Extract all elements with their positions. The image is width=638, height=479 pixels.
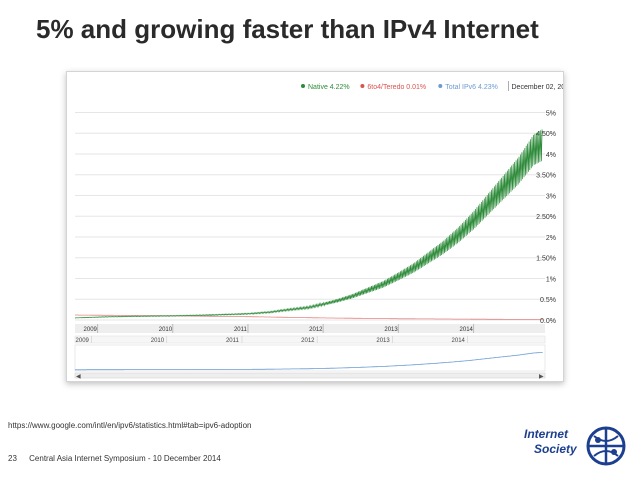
logo-word-society: Society (534, 442, 577, 456)
y-tick-label: 3% (546, 193, 556, 200)
navigator-tick-label: 2012 (301, 338, 315, 344)
series-line-native (74, 129, 543, 319)
y-tick-label: 4.50% (536, 131, 556, 138)
source-url[interactable]: https://www.google.com/intl/en/ipv6/stat… (8, 421, 252, 430)
slide-title: 5% and growing faster than IPv4 Internet (36, 14, 539, 44)
x-tick-label: 2014 (460, 327, 474, 333)
legend-marker (360, 84, 365, 88)
logo-word-internet: Internet (524, 427, 569, 441)
chart-background (67, 72, 563, 381)
x-tick-label: 2011 (234, 327, 248, 333)
legend-label: Native 4.22% (308, 84, 350, 91)
navigator-tick-label: 2011 (226, 338, 240, 344)
scroll-right-icon[interactable]: ▶ (539, 374, 544, 380)
x-tick-label: 2010 (159, 327, 173, 333)
legend-marker (301, 84, 305, 88)
navigator-tick-label: 2009 (76, 338, 90, 344)
x-tick-label: 2013 (384, 327, 398, 333)
navigator-tick-label: 2010 (151, 338, 165, 344)
y-tick-label: 0.0% (540, 318, 556, 325)
slide-number: 23 (8, 454, 17, 463)
y-tick-label: 1.50% (536, 256, 556, 263)
slide-footer: 23 Central Asia Internet Symposium - 10 … (8, 454, 221, 463)
y-tick-label: 5% (546, 110, 556, 117)
y-tick-label: 0.5% (540, 297, 556, 304)
navigator-scrollbar[interactable] (74, 372, 546, 379)
y-tick-label: 2% (546, 235, 556, 242)
y-tick-label: 2.50% (536, 214, 556, 221)
x-tick-label: 2012 (309, 327, 323, 333)
globe-icon (586, 426, 626, 466)
navigator-tick-label: 2013 (376, 338, 390, 344)
chart-svg: 5% 4.50% 4% 3.50% 3% 2.50% 2% 1.50% 1% 0.5% 0.0% 2… (67, 72, 563, 381)
y-tick-label: 1% (546, 276, 556, 283)
legend-marker (438, 84, 443, 88)
legend-label: Total IPv6 4.23% (445, 84, 498, 91)
legend-label: 6to4/Teredo 0.01% (367, 84, 426, 91)
scroll-left-icon[interactable]: ◀ (76, 374, 81, 380)
y-tick-label: 4% (546, 152, 556, 159)
navigator-tick-label: 2014 (452, 338, 466, 344)
y-tick-label: 3.50% (536, 173, 556, 180)
navigator-pane[interactable] (74, 344, 546, 372)
x-axis-band (75, 324, 545, 333)
x-tick-label: 2009 (84, 327, 98, 333)
navigator-series-line (75, 352, 543, 371)
legend-date: December 02, 2014 (512, 84, 564, 91)
ipv6-adoption-chart: 5% 4.50% 4% 3.50% 3% 2.50% 2% 1.50% 1% 0.5% 0.0% 2… (66, 71, 564, 382)
navigator-axis-band (74, 335, 546, 344)
internet-society-logo: Internet Society (522, 420, 632, 472)
footer-text: Central Asia Internet Symposium - 10 Dec… (29, 454, 221, 463)
